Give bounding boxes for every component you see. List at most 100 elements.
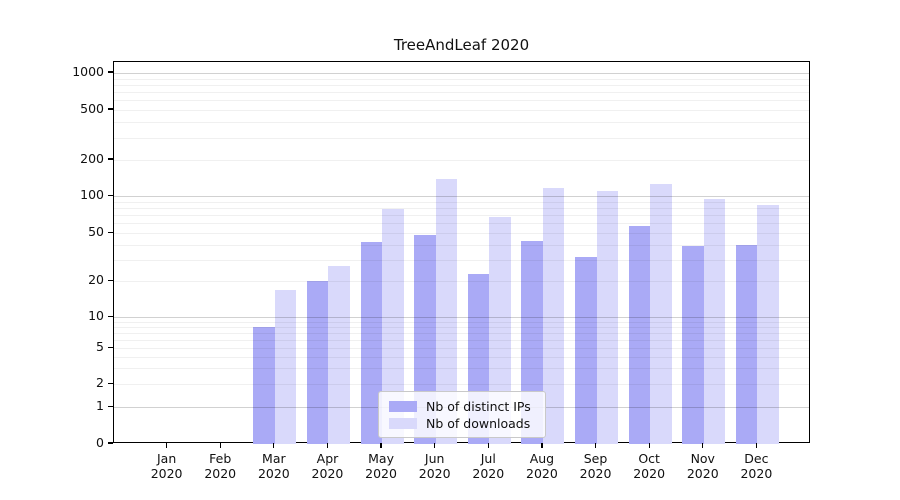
x-tick-label: Dec 2020: [740, 451, 773, 481]
bar-downloads: [650, 183, 672, 444]
bar-downloads: [757, 204, 779, 444]
x-tick-label: Jun 2020: [418, 451, 451, 481]
plot-area: [113, 61, 810, 444]
x-tick-label: Nov 2020: [686, 451, 719, 481]
legend-label-distinct-ips: Nb of distinct IPs: [426, 399, 531, 414]
gridline-minor: [114, 110, 809, 112]
gridline-minor: [114, 281, 809, 283]
x-tick-mark: [541, 443, 543, 448]
gridline-minor: [114, 201, 809, 203]
y-tick-mark: [108, 231, 113, 233]
x-tick-mark: [648, 443, 650, 448]
gridline-minor: [114, 384, 809, 386]
legend: Nb of distinct IPs Nb of downloads: [378, 391, 546, 438]
gridline-minor: [114, 357, 809, 359]
y-tick-label: 200: [80, 151, 104, 167]
y-tick-label: 1000: [72, 64, 104, 79]
gridline-minor: [114, 208, 809, 210]
y-tick-mark: [108, 108, 113, 110]
x-tick-mark: [326, 443, 329, 448]
bar-downloads: [703, 198, 726, 444]
gridline-minor: [114, 78, 809, 80]
gridline-minor: [114, 244, 809, 246]
bar-distinct-ips: [735, 244, 758, 444]
gridline-minor: [114, 92, 809, 94]
bar-distinct-ips: [575, 256, 597, 444]
x-tick-label: Jul 2020: [472, 451, 505, 481]
gridline-minor: [114, 84, 809, 86]
x-tick-label: Jan 2020: [150, 451, 183, 481]
bar-downloads: [542, 188, 565, 444]
y-tick-mark: [108, 405, 113, 408]
x-tick-mark: [594, 443, 597, 448]
y-tick-label: 100: [80, 187, 104, 203]
y-tick-label: 500: [80, 101, 104, 117]
x-tick-label: Sep 2020: [579, 451, 612, 481]
gridline-minor: [114, 368, 809, 370]
bar-downloads: [596, 191, 618, 444]
y-tick-mark: [108, 194, 113, 196]
gridline-minor: [114, 233, 809, 235]
y-tick-mark: [108, 442, 113, 444]
bar-distinct-ips: [307, 281, 329, 444]
x-tick-mark: [219, 443, 221, 448]
bar-downloads: [274, 289, 297, 444]
bar-distinct-ips: [253, 327, 275, 444]
gridline-minor: [114, 348, 809, 350]
legend-row-downloads: Nb of downloads: [389, 415, 535, 432]
x-tick-mark: [702, 443, 704, 448]
gridline-minor: [114, 215, 809, 217]
bar-downloads: [328, 265, 350, 444]
y-tick-mark: [108, 71, 113, 73]
y-tick-mark: [108, 315, 113, 317]
gridline-minor: [114, 322, 809, 324]
bar-downloads: [382, 209, 404, 444]
x-tick-label: May 2020: [365, 451, 397, 481]
x-tick-label: Oct 2020: [633, 451, 666, 481]
x-tick-label: Aug 2020: [526, 451, 558, 481]
y-tick-mark: [108, 279, 113, 281]
gridline-minor: [114, 260, 809, 261]
y-tick-label: 5: [96, 339, 104, 355]
x-tick-mark: [755, 443, 758, 448]
y-tick-label: 20: [88, 272, 104, 288]
legend-row-distinct-ips: Nb of distinct IPs: [389, 398, 535, 415]
gridline-minor: [114, 122, 809, 124]
gridline-major: [114, 73, 809, 74]
y-tick-mark: [108, 382, 113, 385]
bar-distinct-ips: [360, 242, 383, 444]
gridline-minor: [114, 100, 809, 102]
legend-swatch-distinct-ips: [389, 401, 417, 412]
y-tick-label: 10: [88, 308, 104, 324]
y-tick-mark: [108, 346, 113, 349]
grid-layer: [114, 62, 809, 442]
legend-swatch-downloads: [389, 418, 417, 429]
y-tick-label: 1: [96, 398, 104, 414]
x-tick-mark: [487, 443, 489, 448]
gridline-major: [114, 196, 809, 198]
gridline-minor: [114, 137, 809, 139]
x-tick-mark: [380, 443, 382, 448]
y-tick-label: 0: [96, 435, 104, 450]
x-tick-label: Feb 2020: [204, 451, 237, 481]
chart-title: TreeAndLeaf 2020: [393, 36, 530, 54]
gridline-minor: [114, 223, 809, 225]
legend-label-downloads: Nb of downloads: [426, 416, 531, 431]
bar-distinct-ips: [628, 226, 651, 444]
x-tick-mark: [434, 443, 436, 448]
y-tick-label: 50: [88, 224, 104, 240]
gridline-minor: [114, 333, 809, 335]
gridline-minor: [114, 160, 809, 162]
bar-downloads: [435, 178, 458, 444]
gridline-major: [114, 317, 809, 319]
gridline-minor: [114, 327, 809, 329]
x-tick-label: Apr 2020: [311, 451, 344, 481]
y-tick-label: 2: [96, 375, 104, 391]
bar-distinct-ips: [682, 246, 704, 444]
x-tick-label: Mar 2020: [257, 451, 290, 481]
gridline-minor: [114, 340, 809, 342]
y-tick-mark: [108, 158, 113, 160]
bar-downloads: [489, 216, 511, 444]
x-tick-mark: [165, 443, 168, 448]
